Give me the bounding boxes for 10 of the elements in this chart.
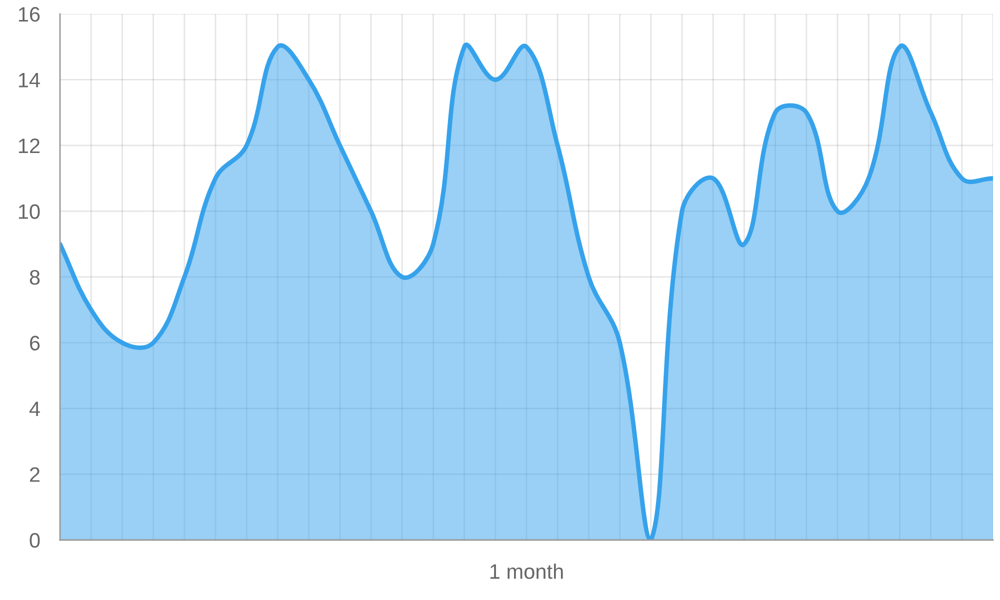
y-tick-label: 8 (30, 270, 40, 285)
y-tick-label: 6 (30, 336, 40, 350)
y-tick-label: 10 (18, 204, 40, 219)
y-tick-label: 2 (30, 467, 40, 482)
y-tick-label: 0 (30, 533, 40, 548)
y-tick-label: 14 (18, 72, 40, 88)
y-tick-label: 4 (29, 402, 40, 416)
y-tick-label: 16 (18, 6, 40, 22)
x-tick-label: 1 month (490, 564, 563, 579)
y-tick-label: 12 (18, 138, 40, 154)
